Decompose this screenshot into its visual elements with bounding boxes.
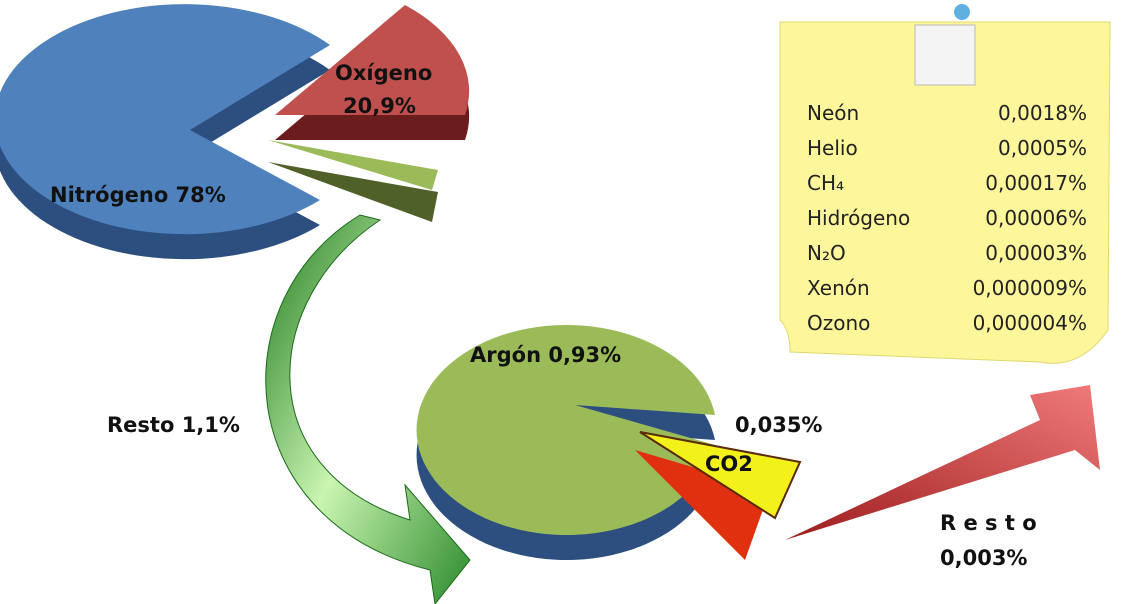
slice-oxygen <box>275 5 470 115</box>
slice-argon <box>416 325 715 535</box>
note-name: Xenón <box>807 276 870 300</box>
note-paper <box>779 21 1111 364</box>
arrow <box>785 385 1100 540</box>
note-name: Helio <box>807 136 858 160</box>
note-pin-paper <box>914 24 976 86</box>
note-name: N₂O <box>807 241 846 265</box>
label: CO2 <box>705 452 753 476</box>
note-name: Hidrógeno <box>807 206 910 230</box>
note-name: Ozono <box>807 311 870 335</box>
label: Oxígeno <box>335 61 432 85</box>
label: 20,9% <box>343 94 416 118</box>
note-value: 0,0018% <box>998 101 1087 125</box>
note-name: CH₄ <box>807 171 844 195</box>
label: 0,035% <box>735 413 822 437</box>
note: Neón 0,0018% Helio 0,0005% CH₄ 0,00017% Hidróg… <box>779 4 1111 364</box>
slice-co2 <box>639 431 802 520</box>
note-name: Neón <box>807 101 859 125</box>
note-value: 0,000004% <box>973 311 1087 335</box>
pie-left <box>0 4 470 260</box>
label: Resto 1,1% <box>107 413 240 437</box>
note-value: 0,0005% <box>998 136 1087 160</box>
slice-rest <box>635 450 770 560</box>
note-value: 0,000009% <box>973 276 1087 300</box>
label: Nitrógeno 78% <box>50 183 226 207</box>
arrow <box>265 214 471 604</box>
slice-depth <box>268 162 438 222</box>
label: R e s t o <box>940 511 1037 535</box>
pie-right <box>416 325 802 560</box>
note-value: 0,00017% <box>985 171 1087 195</box>
note-value: 0,00006% <box>985 206 1087 230</box>
slice-rest <box>268 140 438 190</box>
label: Argón 0,93% <box>470 343 621 367</box>
slice-nitrogen <box>0 4 330 235</box>
pin <box>954 4 970 20</box>
label: 0,003% <box>940 546 1027 570</box>
note-value: 0,00003% <box>985 241 1087 265</box>
